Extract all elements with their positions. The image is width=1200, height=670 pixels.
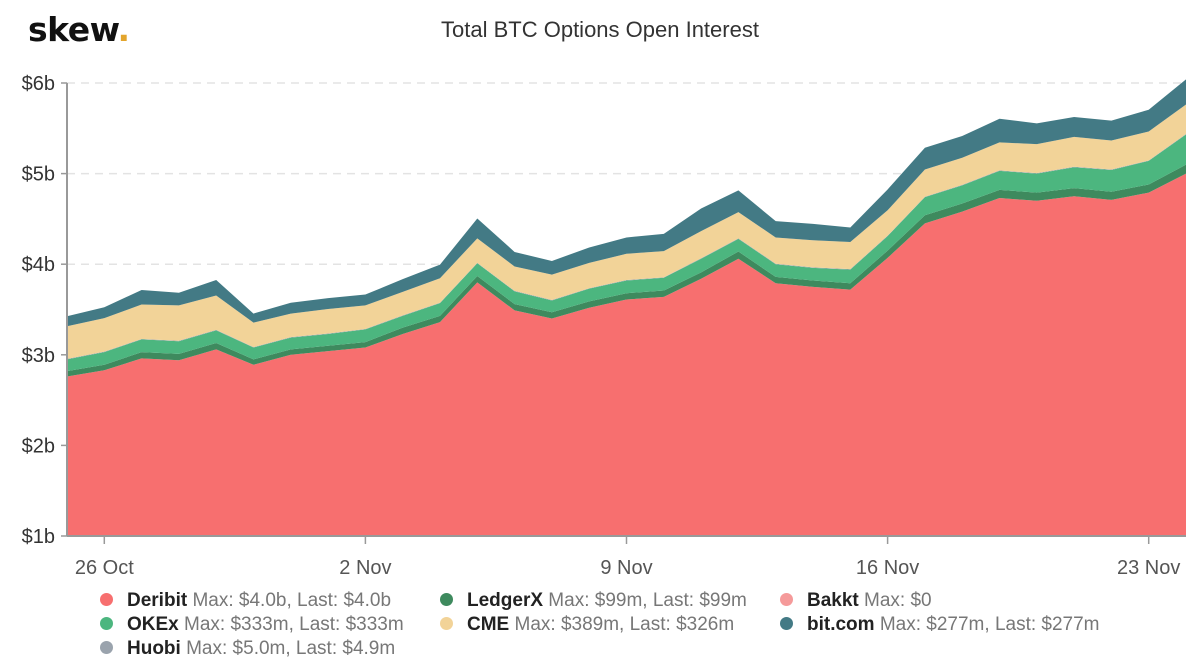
legend-dot-icon: [440, 593, 453, 607]
axes: $1b $2b $3b $4b $5b $6b 26 Oct 2 Nov 9 Nov 16 Nov…: [22, 73, 1186, 579]
legend-dot-icon: [100, 641, 113, 655]
y-tick-label: $6b: [22, 73, 55, 95]
legend-series-name: Huobi: [127, 638, 181, 659]
legend-item[interactable]: Deribit Max: $4.0b, Last: $4.0b: [100, 590, 391, 612]
legend-series-stats: Max: $389m, Last: $326m: [509, 614, 735, 635]
legend-series-name: CME: [467, 614, 510, 635]
y-tick-label: $4b: [22, 254, 55, 276]
legend-item[interactable]: OKEx Max: $333m, Last: $333m: [100, 614, 404, 636]
legend-series-name: OKEx: [127, 614, 179, 635]
chart-title: Total BTC Options Open Interest: [441, 17, 759, 42]
legend-series-stats: Max: $99m, Last: $99m: [543, 590, 747, 611]
y-tick-label: $1b: [22, 526, 55, 548]
legend-series-stats: Max: $4.0b, Last: $4.0b: [187, 590, 392, 611]
legend-item[interactable]: Huobi Max: $5.0m, Last: $4.9m: [100, 638, 395, 660]
legend-series-name: bit.com: [807, 614, 875, 635]
skew-logo: skew.: [28, 10, 130, 49]
x-tick-label: 23 Nov: [1117, 557, 1180, 579]
x-tick-label: 26 Oct: [75, 557, 134, 579]
legend-dot-icon: [100, 617, 113, 631]
legend-series-name: Deribit: [127, 590, 188, 611]
legend-series-name: Bakkt: [807, 590, 859, 611]
legend-dot-icon: [780, 593, 793, 607]
area-layers: [67, 79, 1186, 536]
legend-item[interactable]: Bakkt Max: $0: [780, 590, 932, 612]
legend-item[interactable]: bit.com Max: $277m, Last: $277m: [780, 614, 1100, 636]
legend-series-stats: Max: $0: [858, 590, 932, 611]
area-deribit: [67, 173, 1186, 536]
legend-dot-icon: [780, 617, 793, 631]
y-tick-label: $3b: [22, 345, 55, 367]
stacked-area-chart: $1b $2b $3b $4b $5b $6b 26 Oct 2 Nov 9 Nov 16 Nov…: [22, 73, 1186, 579]
legend-item[interactable]: LedgerX Max: $99m, Last: $99m: [440, 590, 747, 612]
y-tick-label: $2b: [22, 435, 55, 457]
x-tick-label: 2 Nov: [339, 557, 391, 579]
area-cme: [67, 104, 1186, 359]
x-tick-label: 16 Nov: [856, 557, 919, 579]
area-okex: [67, 134, 1186, 372]
legend-dot-icon: [440, 617, 453, 631]
x-tick-label: 9 Nov: [600, 557, 652, 579]
area-ledgerx: [67, 164, 1186, 377]
legend-series-name: LedgerX: [467, 590, 544, 611]
legend-item[interactable]: CME Max: $389m, Last: $326m: [440, 614, 734, 636]
legend-series-stats: Max: $5.0m, Last: $4.9m: [180, 638, 396, 659]
legend-series-stats: Max: $333m, Last: $333m: [178, 614, 404, 635]
legend-series-stats: Max: $277m, Last: $277m: [874, 614, 1100, 635]
legend-dot-icon: [100, 593, 113, 607]
logo-dot: .: [117, 10, 130, 49]
area-bit-com: [67, 79, 1186, 327]
logo-text: skew: [28, 10, 118, 49]
y-tick-label: $5b: [22, 164, 55, 186]
